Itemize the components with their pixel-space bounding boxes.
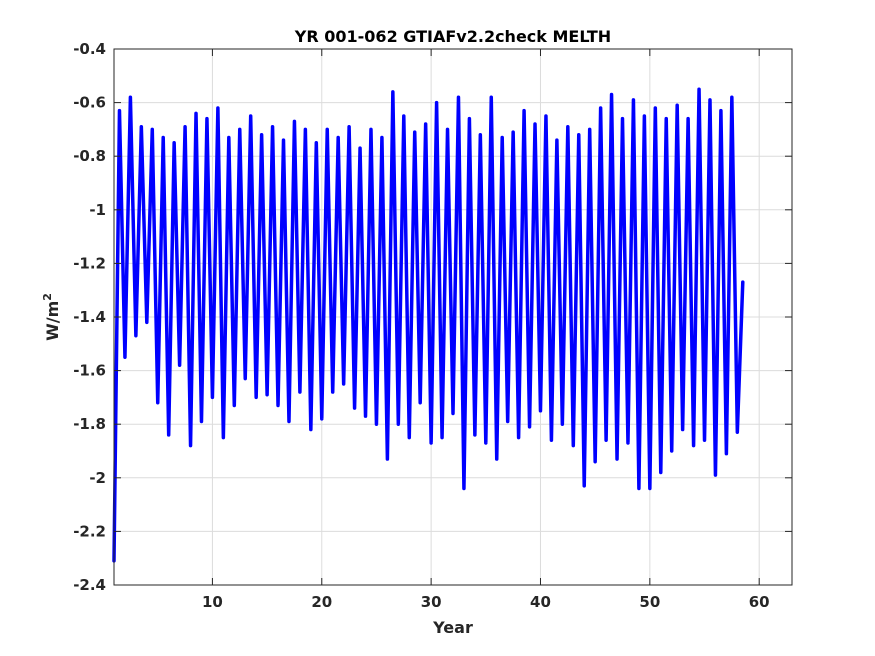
y-tick-label: -1.2 — [73, 254, 106, 272]
chart-title: YR 001-062 GTIAFv2.2check MELTH — [294, 27, 611, 46]
x-tick-label: 30 — [421, 593, 442, 611]
y-axis-title: W/m2 — [41, 293, 62, 341]
y-tick-label: -2.4 — [73, 576, 106, 594]
y-tick-label: -1.4 — [73, 308, 106, 326]
x-tick-label: 40 — [530, 593, 551, 611]
y-tick-label: -2.2 — [73, 522, 106, 540]
series-group — [112, 87, 745, 563]
series-line — [112, 87, 745, 563]
y-axis-title-base: W/m — [43, 301, 62, 341]
y-tick-label: -1.6 — [73, 362, 106, 380]
x-tick-label: 20 — [311, 593, 332, 611]
x-tick-label: 50 — [639, 593, 660, 611]
y-axis-title-superscript: 2 — [41, 293, 54, 301]
x-tick-labels: 10 20 30 40 50 60 — [202, 593, 770, 611]
y-tick-label: -1 — [89, 201, 106, 219]
x-tick-label: 60 — [749, 593, 770, 611]
y-tick-label: -0.8 — [73, 147, 106, 165]
y-tick-label: -0.6 — [73, 94, 106, 112]
y-tick-label: -0.4 — [73, 40, 106, 58]
x-tick-label: 10 — [202, 593, 223, 611]
y-tick-label: -1.8 — [73, 415, 106, 433]
y-tick-labels: -2.4 -2.2 -2 -1.8 -1.6 -1.4 -1.2 -1 -0.8 -0.6 -0.4 — [73, 40, 106, 594]
y-tick-label: -2 — [89, 469, 106, 487]
tick-marks — [114, 48, 792, 586]
x-axis-title: Year — [432, 618, 473, 637]
